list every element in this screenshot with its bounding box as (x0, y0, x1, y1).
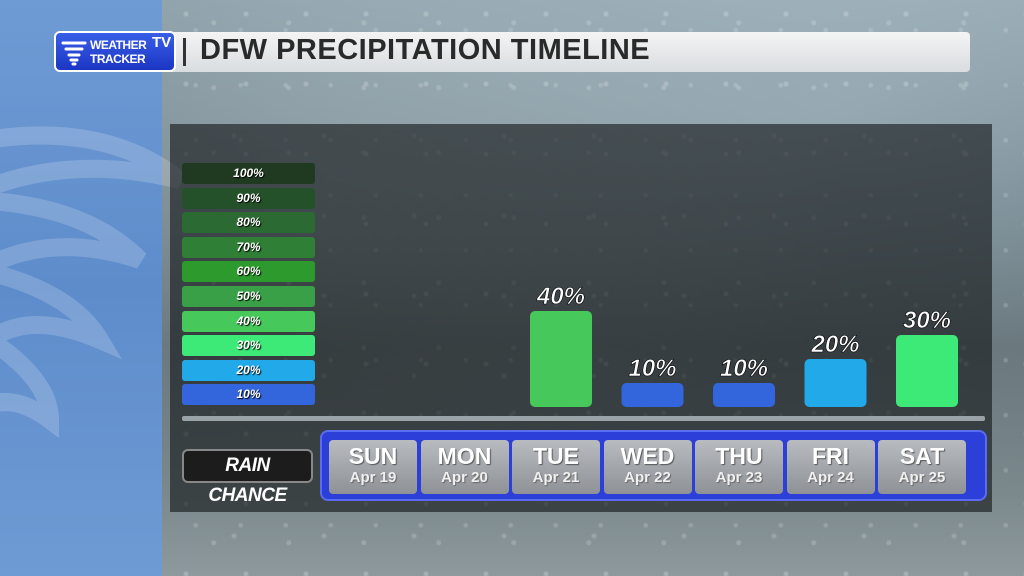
day-tile-sun: SUN Apr 19 (329, 440, 417, 494)
day-name: TUE (533, 443, 579, 469)
color-legend: 100% 90% 80% 70% 60% 50% 40% 30% 20% 10% (182, 163, 315, 409)
legend-item: 50% (182, 285, 315, 307)
data-label-sat: 30% (903, 307, 951, 334)
day-name: FRI (811, 443, 850, 469)
data-label-fri: 20% (810, 331, 859, 358)
day-date: Apr 21 (532, 469, 580, 486)
legend-item: 70% (182, 236, 315, 258)
day-tile-sat: SAT Apr 25 (878, 440, 966, 494)
day-tile-wed: WED Apr 22 (603, 440, 692, 494)
logo-tv: TV (152, 34, 172, 51)
title-separator (183, 38, 186, 66)
legend-item: 90% (182, 187, 315, 209)
logo-line1: WEATHER (90, 38, 147, 52)
legend-item: 80% (182, 212, 315, 234)
day-strip: SUN Apr 19 MON Apr 20 TUE Apr 21 WED Apr 22 THU A… (320, 430, 987, 501)
day-tile-mon: MON Apr 20 (420, 440, 509, 494)
legend-item: 60% (182, 261, 315, 283)
day-date: Apr 24 (807, 469, 854, 486)
bar-wed (621, 383, 684, 407)
day-name: SUN (348, 443, 398, 469)
legend-item: 40% (182, 310, 315, 332)
bar-sat (896, 335, 958, 407)
day-date: Apr 23 (715, 469, 763, 486)
legend-item: 20% (182, 359, 315, 381)
day-date: Apr 20 (441, 469, 488, 486)
title-bar (56, 32, 970, 72)
day-date: Apr 25 (898, 469, 946, 486)
day-tile-tue: TUE Apr 21 (512, 440, 600, 494)
weather-tracker-logo: WEATHER TRACKER TV (54, 31, 176, 72)
bar-thu (713, 383, 775, 407)
day-name: THU (715, 443, 763, 469)
data-label-wed: 10% (628, 355, 676, 382)
legend-item: 30% (182, 335, 315, 357)
day-tile-thu: THU Apr 23 (695, 440, 783, 494)
day-date: Apr 19 (349, 469, 397, 486)
data-label-thu: 10% (720, 355, 768, 382)
legend-item: 100% (182, 163, 315, 184)
day-date: Apr 22 (624, 469, 671, 486)
day-name: SAT (899, 443, 945, 469)
tornado-icon (61, 41, 87, 66)
rain-chance-label: RAIN CHANCE (182, 449, 313, 506)
day-name: MON (437, 443, 492, 469)
day-name: WED (620, 443, 675, 469)
logo-line2: TRACKER (90, 52, 146, 66)
page-title: DFW PRECIPITATION TIMELINE (200, 34, 651, 66)
data-label-tue: 40% (536, 283, 585, 310)
bar-tue (530, 311, 592, 407)
bar-fri (804, 359, 867, 407)
day-tile-fri: FRI Apr 24 (786, 440, 875, 494)
chart-baseline (182, 416, 985, 421)
legend-item: 10% (182, 384, 315, 406)
